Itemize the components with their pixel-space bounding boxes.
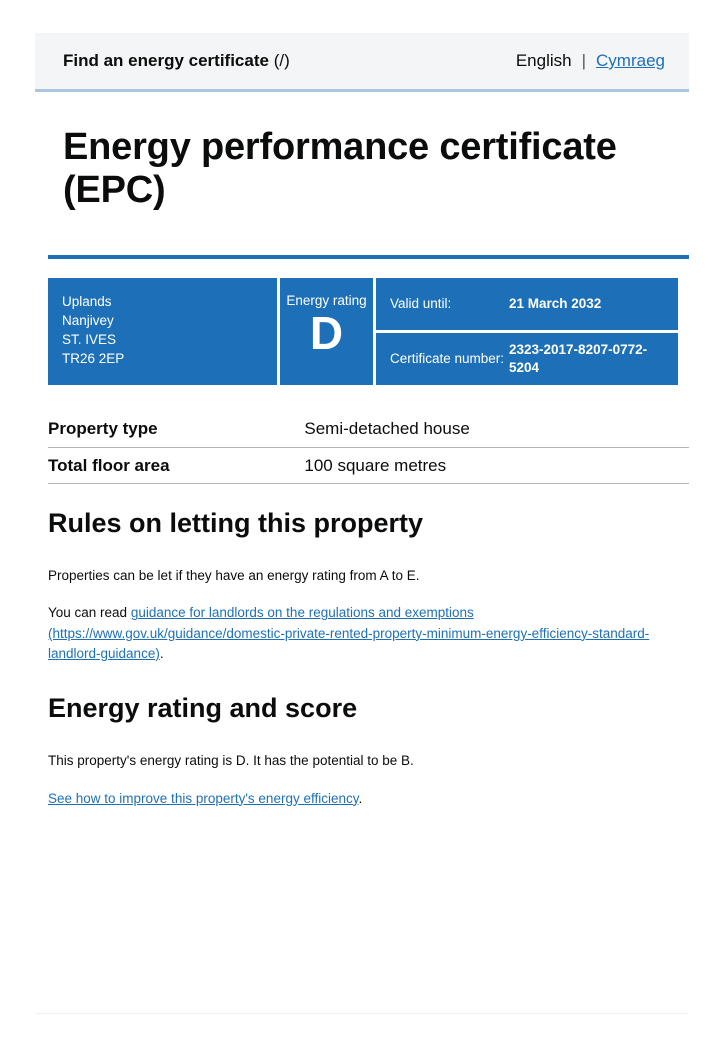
section-divider-rule xyxy=(48,255,689,260)
address-line: ST. IVES xyxy=(62,331,117,347)
guidance-text-suffix: . xyxy=(159,645,164,661)
guidance-text-prefix: You can read xyxy=(48,605,131,621)
service-name-text: Find an energy certificate xyxy=(63,51,269,70)
address-line: Nanjivey xyxy=(62,312,114,328)
property-address: Uplands Nanjivey ST. IVES TR26 2EP xyxy=(48,278,277,386)
page: Find an energy certificate (/) English |… xyxy=(0,33,724,1014)
service-name-link[interactable]: Find an energy certificate (/) xyxy=(63,51,290,71)
language-switch-link[interactable]: Cymraeg xyxy=(596,51,665,70)
improve-efficiency-paragraph: See how to improve this property's energ… xyxy=(48,789,689,809)
energy-rating-cell: Energy rating D xyxy=(280,278,373,386)
page-title-line1: Energy performance certificate xyxy=(63,126,617,168)
total-floor-area-label: Total floor area xyxy=(48,455,170,475)
language-current: English xyxy=(515,51,572,70)
page-title-line2: (EPC) xyxy=(63,168,166,211)
certificate-number-value: 2323-2017-8207-0772-5204 xyxy=(509,341,648,376)
total-floor-area-value: 100 square metres xyxy=(304,455,447,475)
address-line: Uplands xyxy=(62,294,112,310)
address-line: TR26 2EP xyxy=(62,350,125,366)
letting-rules-paragraph: Properties can be let if they have an en… xyxy=(48,568,420,584)
service-href-note: (/) xyxy=(273,51,290,70)
letting-rules-heading: Rules on letting this property xyxy=(48,508,424,539)
energy-rating-label: Energy rating xyxy=(286,293,367,309)
certificate-meta: Valid until: 21 March 2032 Certificate n… xyxy=(376,278,678,386)
improve-efficiency-link[interactable]: See how to improve this property's energ… xyxy=(48,790,359,806)
table-row: Property type Semi-detached house xyxy=(48,411,689,448)
table-row: Total floor area 100 square metres xyxy=(48,448,689,485)
energy-rating-value: D xyxy=(309,307,344,360)
page-title: Energy performance certificate (EPC) xyxy=(63,126,689,211)
valid-until-row: Valid until: 21 March 2032 xyxy=(376,278,678,331)
rating-score-heading: Energy rating and score xyxy=(48,693,358,724)
bottom-faint-divider xyxy=(35,1012,689,1014)
property-type-value: Semi-detached house xyxy=(304,419,470,439)
landlord-guidance-link[interactable]: guidance for landlords on the regulation… xyxy=(48,605,650,661)
certificate-number-row: Certificate number: 2323-2017-8207-0772-… xyxy=(376,333,678,386)
improve-link-suffix: . xyxy=(358,790,363,806)
language-switcher: English | Cymraeg xyxy=(516,51,665,71)
site-header: Find an energy certificate (/) English |… xyxy=(35,33,689,92)
language-separator: | xyxy=(581,51,587,70)
valid-until-value: 21 March 2032 xyxy=(509,295,602,311)
valid-until-label: Valid until: xyxy=(390,295,452,311)
rating-score-paragraph: This property's energy rating is D. It h… xyxy=(48,753,414,769)
letting-guidance-paragraph: You can read guidance for landlords on t… xyxy=(48,603,689,664)
property-type-label: Property type xyxy=(48,419,158,439)
certificate-number-label: Certificate number: xyxy=(390,350,505,366)
certificate-summary-box: Uplands Nanjivey ST. IVES TR26 2EP Energ… xyxy=(48,278,678,386)
property-details-table: Property type Semi-detached house Total … xyxy=(48,411,689,485)
main-content: Energy performance certificate (EPC) Upl… xyxy=(35,126,689,809)
